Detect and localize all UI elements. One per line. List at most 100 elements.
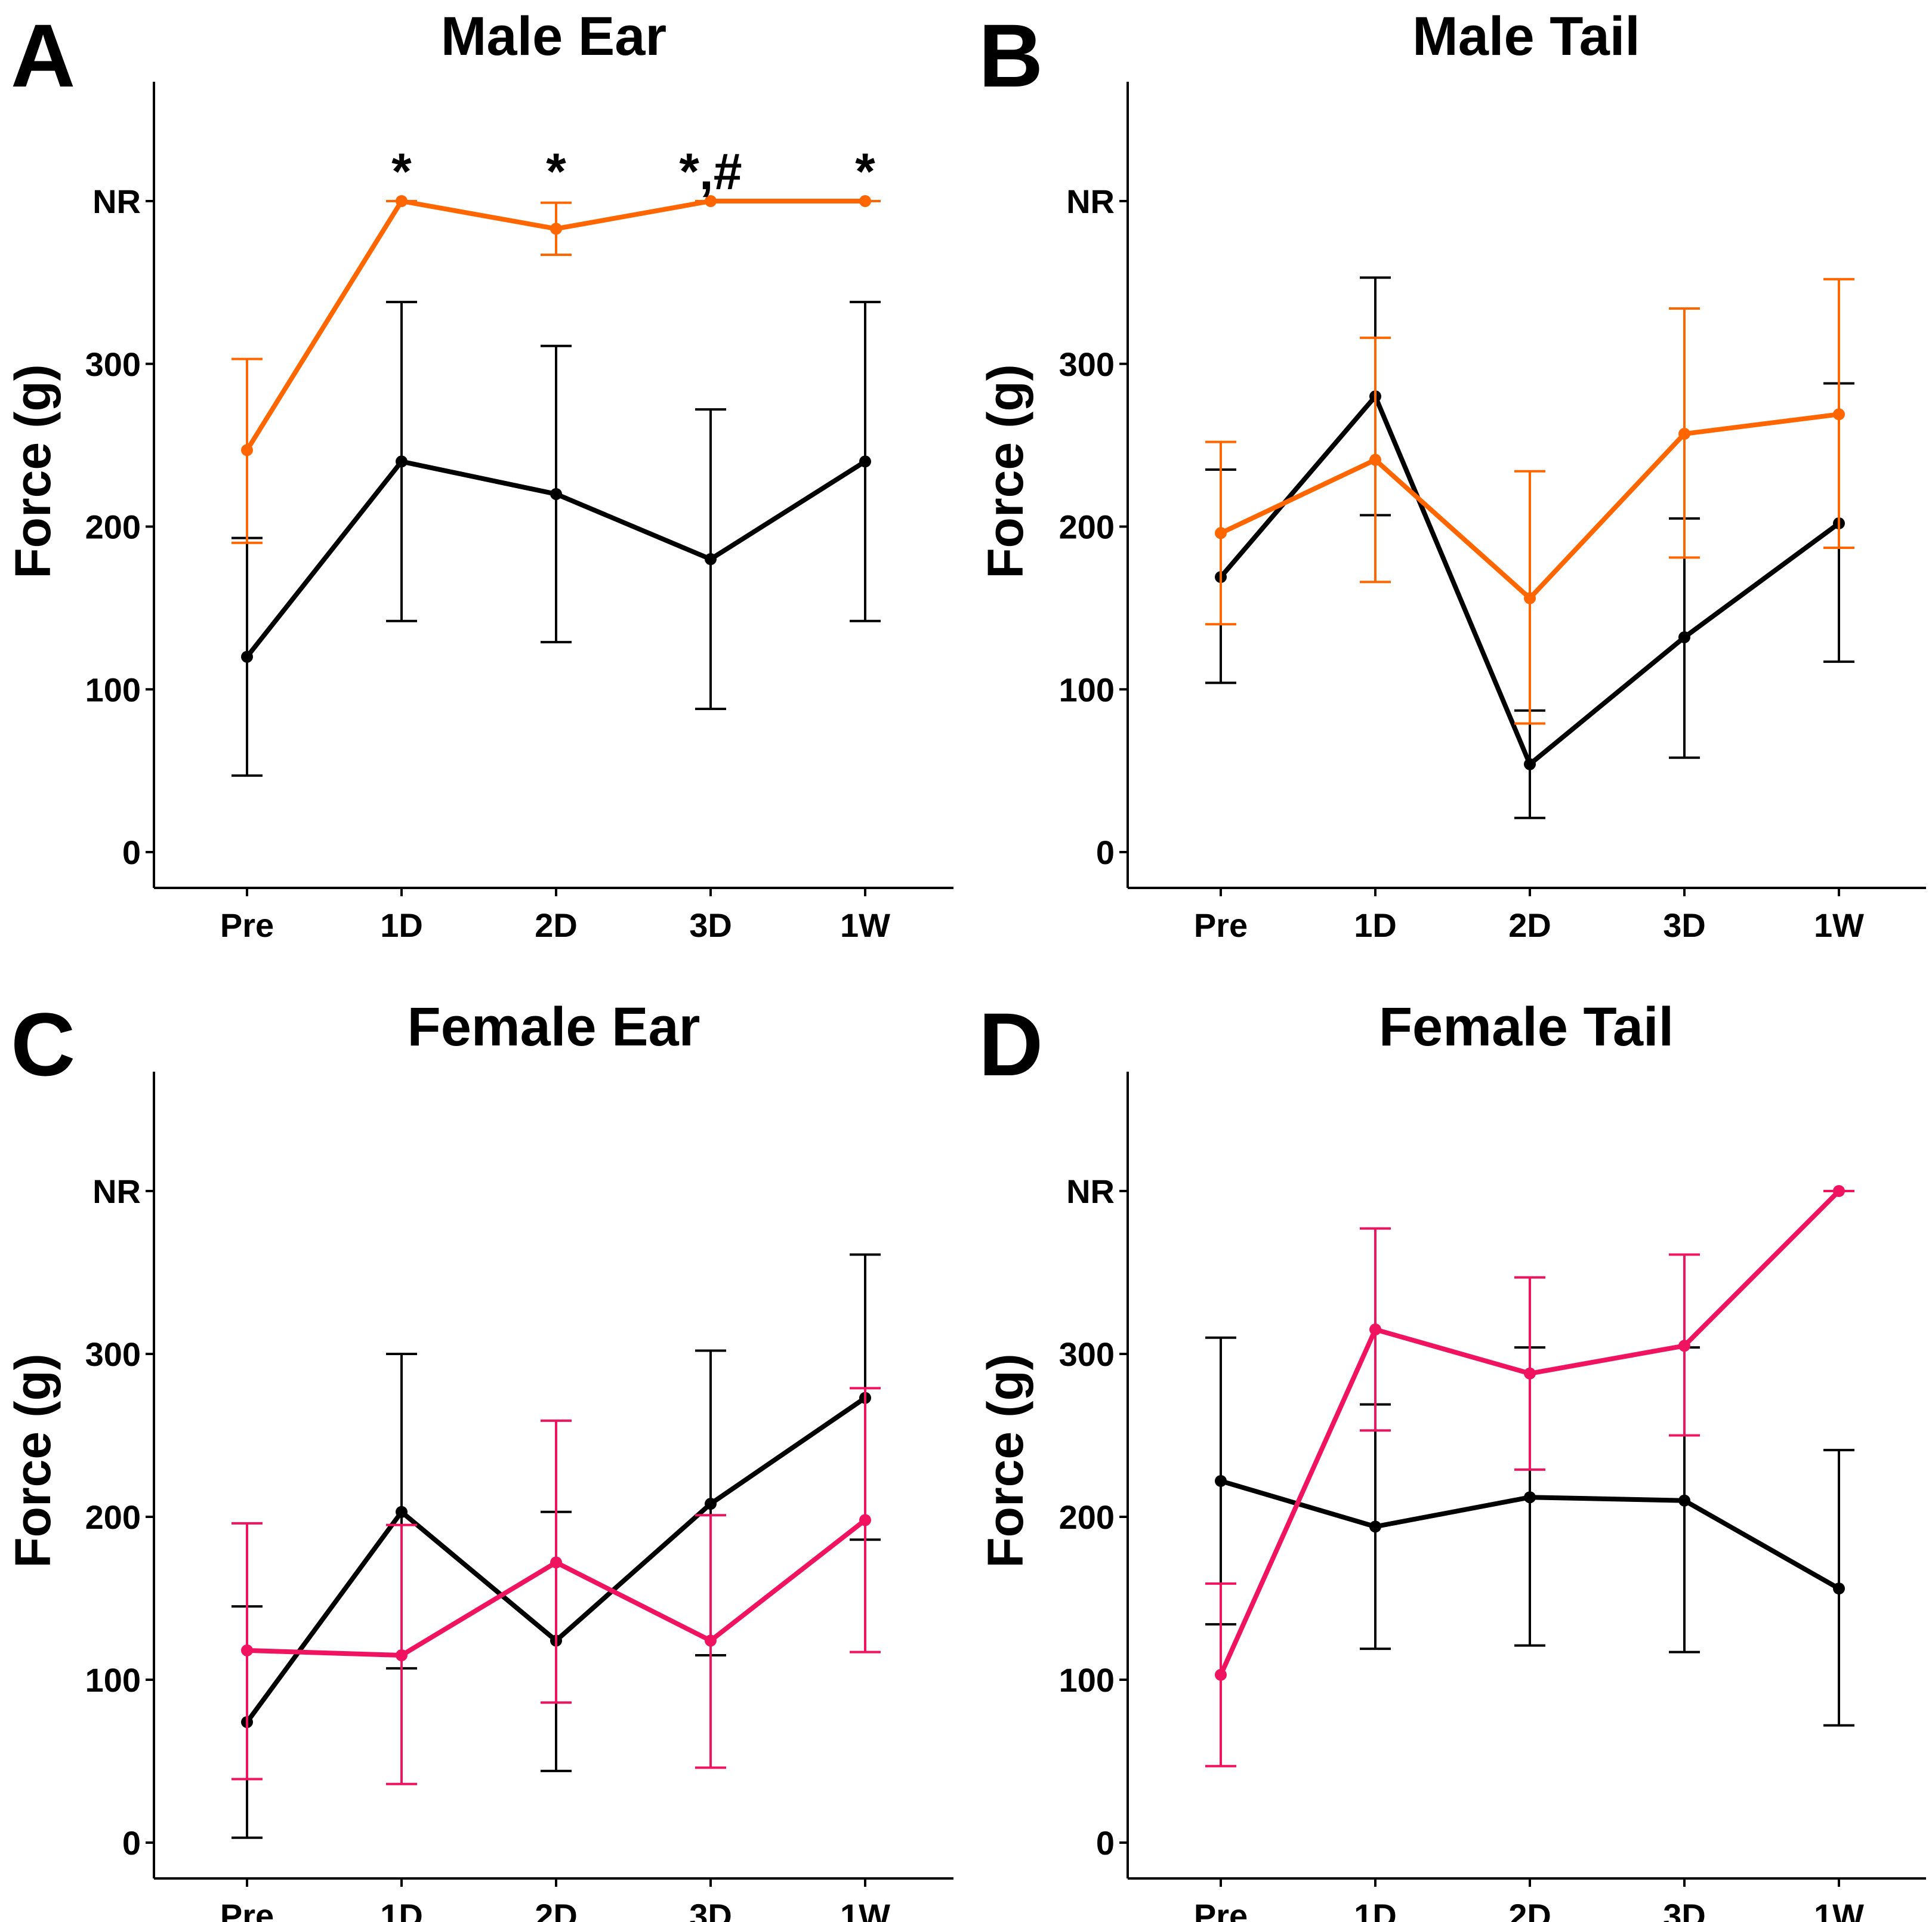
data-point-treated-d [1678,1340,1690,1352]
y-tick-label-d: 100 [1059,1661,1115,1699]
y-tick-label-d: 0 [1096,1824,1115,1862]
data-point-treated-b [1678,428,1690,440]
y-tick-label-a: 0 [122,834,141,871]
series-treated-d [1205,1185,1854,1767]
y-tick-label-b: 200 [1059,508,1115,546]
x-tick-label-c: 3D [689,1897,732,1922]
x-tick-label-b: 1W [1814,906,1864,944]
x-tick-label-b: 2D [1508,906,1551,944]
panel-b: B Male Tail Force (g) 0 100 200 300 NR Pre 1D 2… [977,5,1926,944]
x-tick-label-d: 1W [1814,1897,1864,1922]
data-point-treated-c [396,1649,408,1662]
plot-area-c: 0 100 200 300 NR Pre 1D 2D 3D 1W [85,1072,953,1922]
y-tick-label-c: 0 [122,1824,141,1862]
series-control-a [232,301,881,777]
y-tick-label-b: 100 [1059,671,1115,708]
panel-title-c: Female Ear [408,997,700,1057]
y-tick-label-c: 200 [85,1498,141,1536]
significance-marker-a: * [546,143,566,200]
x-tick-label-c: 1W [840,1897,890,1922]
data-point-control-d [1833,1582,1845,1595]
y-tick-label-b: 300 [1059,345,1115,383]
data-point-control-b [1524,758,1536,770]
y-tick-label-c: 300 [85,1335,141,1373]
panel-a: A Male Ear Force (g) 0 100 200 300 NR Pre 1D 2D… [5,5,953,944]
data-point-treated-b [1215,527,1227,539]
data-point-treated-c [859,1514,871,1526]
data-point-treated-c [550,1556,562,1569]
data-point-treated-a [396,195,408,207]
x-tick-label-d: Pre [1194,1897,1248,1922]
data-point-control-c [705,1498,717,1510]
x-tick-label-a: 3D [689,906,732,944]
data-point-control-a [705,553,717,566]
x-tick-label-d: 2D [1508,1897,1551,1922]
x-tick-label-a: Pre [220,906,274,944]
y-axis-title-b: Force (g) [977,364,1033,578]
y-tick-label-a: 300 [85,345,141,383]
plot-area-a: 0 100 200 300 NR Pre 1D 2D 3D 1W * * *,# * [85,82,953,944]
data-point-treated-d [1215,1668,1227,1681]
panel-letter-a: A [11,5,75,106]
series-control-d [1205,1336,1854,1727]
data-point-treated-b [1524,592,1536,604]
panel-c: C Female Ear Force (g) 0 100 200 300 NR Pre 1D… [5,994,953,1922]
x-tick-label-d: 1D [1354,1897,1397,1922]
significance-marker-a: * [855,143,875,200]
y-tick-label-c: 100 [85,1661,141,1699]
data-point-treated-c [241,1644,253,1656]
data-point-treated-c [705,1634,717,1647]
data-point-control-d [1524,1491,1536,1504]
data-point-control-d [1678,1494,1690,1507]
x-tick-label-d: 3D [1663,1897,1706,1922]
data-point-treated-b [1833,408,1845,421]
data-point-treated-a [859,195,871,207]
data-point-control-b [1678,631,1690,643]
y-axis-title-a: Force (g) [5,364,61,578]
y-tick-label-d: 300 [1059,1335,1115,1373]
x-tick-label-a: 1D [380,906,423,944]
data-point-treated-d [1524,1367,1536,1380]
y-tick-label-a: NR [92,183,141,220]
panel-title-d: Female Tail [1379,997,1674,1057]
significance-marker-a: * [391,143,412,200]
series-treated-c [232,1387,881,1785]
plot-area-b: 0 100 200 300 NR Pre 1D 2D 3D 1W [1059,82,1926,944]
panel-title-a: Male Ear [441,6,666,67]
data-point-treated-a [550,223,562,235]
y-tick-label-d: NR [1066,1173,1115,1210]
data-point-control-c [396,1505,408,1518]
x-tick-label-b: Pre [1194,906,1248,944]
panel-title-b: Male Tail [1412,6,1640,67]
data-point-control-a [859,455,871,468]
x-tick-label-c: Pre [220,1897,274,1922]
panel-d: D Female Tail Force (g) 0 100 200 300 NR Pre 1… [977,994,1926,1922]
data-point-control-a [396,455,408,468]
data-point-treated-d [1833,1185,1845,1197]
data-point-treated-b [1369,453,1381,466]
data-point-control-a [241,650,253,663]
x-tick-label-b: 1D [1354,906,1397,944]
data-point-treated-d [1369,1324,1381,1336]
series-treated-b [1205,277,1854,725]
y-tick-label-a: 200 [85,508,141,546]
x-tick-label-a: 2D [535,906,578,944]
panel-letter-d: D [979,994,1043,1094]
data-point-control-d [1215,1474,1227,1487]
x-tick-label-b: 3D [1663,906,1706,944]
y-axis-title-c: Force (g) [5,1353,61,1568]
data-point-treated-a [241,444,253,456]
panel-letter-b: B [979,5,1043,106]
series-treated-a [232,195,881,544]
y-axis-title-d: Force (g) [977,1353,1033,1568]
x-tick-label-a: 1W [840,906,890,944]
x-tick-label-c: 1D [380,1897,423,1922]
y-tick-label-c: NR [92,1173,141,1210]
panel-letter-c: C [11,994,75,1094]
y-tick-label-b: 0 [1096,834,1115,871]
plot-area-d: 0 100 200 300 NR Pre 1D 2D 3D 1W [1059,1072,1926,1922]
significance-marker-a: *,# [679,143,742,200]
y-tick-label-b: NR [1066,183,1115,220]
data-point-treated-a [705,195,717,207]
